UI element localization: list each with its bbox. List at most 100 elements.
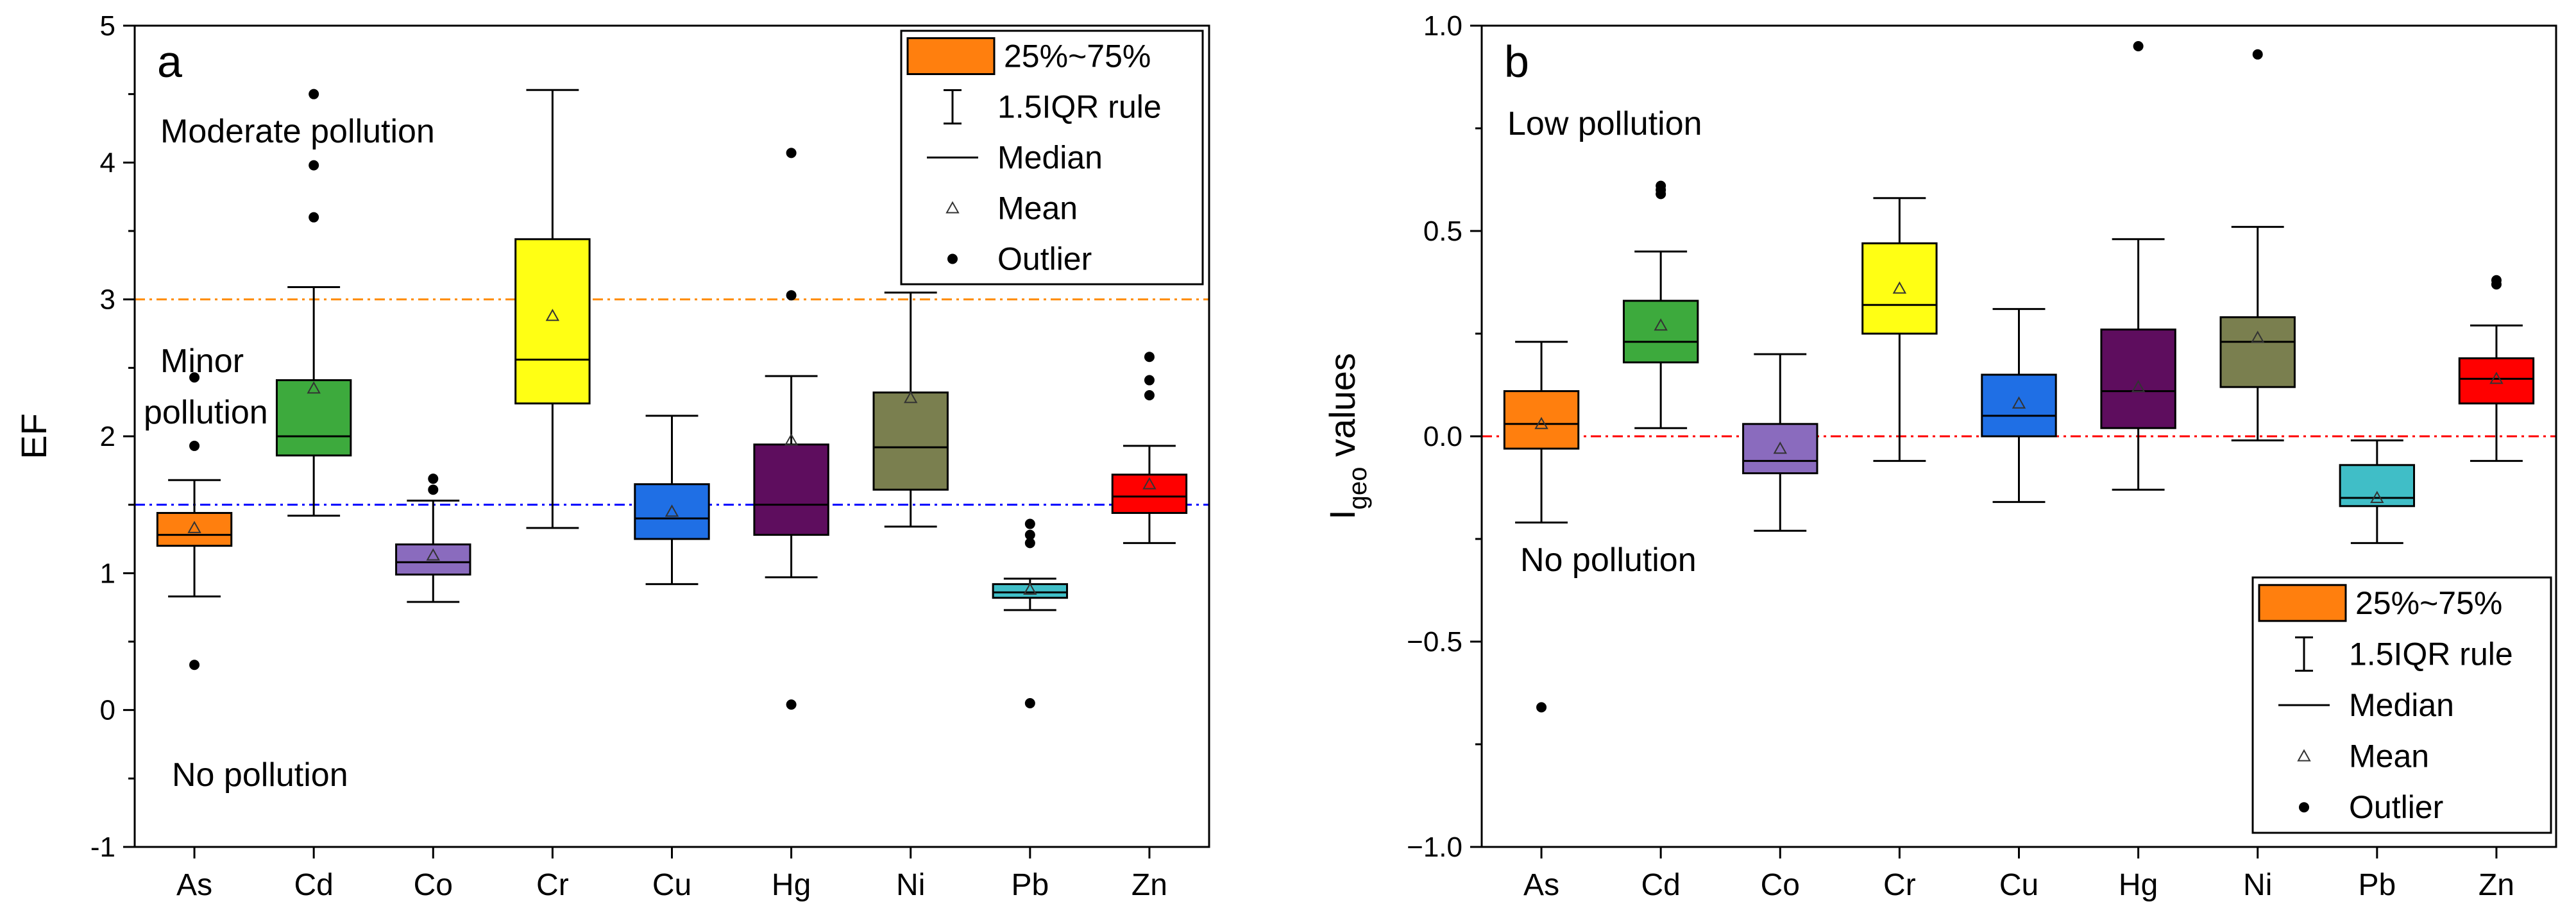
y-tick-label: 1.0	[1423, 10, 1462, 42]
panel-b-legend: 25%~75% 1.5IQR rule Median Mean Outlier	[2251, 576, 2552, 834]
mean-marker	[904, 391, 918, 404]
outlier-point	[2491, 275, 2502, 286]
x-category-label: Co	[414, 868, 453, 902]
box-Hg	[753, 148, 829, 710]
iqr-box	[634, 483, 710, 540]
y-tick-label: -1	[90, 832, 115, 863]
outlier-point	[309, 212, 319, 223]
x-category-label: As	[176, 868, 212, 902]
box-Zn	[2458, 275, 2535, 462]
outlier-point	[786, 290, 797, 301]
mean-marker	[1892, 281, 1907, 294]
outlier-point	[786, 699, 797, 710]
mean-marker	[2370, 490, 2384, 503]
panel-a-y-axis-label: EF	[13, 413, 54, 459]
panel-a-plot-area	[135, 89, 1209, 710]
y-tick-label: 0.5	[1423, 216, 1462, 247]
panel-b: −1.0 −0.5 0.0 0.5 1.0 As Cd Co Cr Cu Hg Ni Pb Zn b Ig…	[1322, 10, 2557, 902]
iqr-box	[514, 238, 591, 405]
legend-entry-label: Mean	[997, 191, 1078, 226]
x-category-label: Zn	[2479, 868, 2514, 902]
x-category-label: Co	[1761, 868, 1800, 902]
legend-entry-label: Median	[2349, 687, 2454, 723]
box-Cr	[1861, 197, 1938, 462]
box-Co	[395, 474, 471, 603]
legend-entry-label: Mean	[2349, 738, 2429, 774]
outlier-point	[786, 148, 797, 158]
mean-marker	[545, 309, 560, 321]
panel-b-label: b	[1504, 37, 1529, 87]
iqr-box	[753, 443, 829, 536]
mean-marker	[1654, 318, 1668, 331]
box-Hg	[2100, 41, 2176, 491]
mean-marker	[187, 520, 201, 533]
annotation-pollution: pollution	[144, 394, 268, 431]
mean-marker	[1023, 582, 1037, 595]
annotation-minor: Minor	[160, 343, 244, 380]
iqr-box	[275, 379, 352, 457]
iqr-box	[1742, 423, 1818, 475]
outlier-point	[1144, 375, 1155, 386]
annotation-moderate-pollution: Moderate pollution	[160, 113, 435, 150]
box-Cd	[1622, 180, 1699, 429]
legend-entry-label: Outlier	[2349, 789, 2443, 825]
mean-marker	[2012, 396, 2026, 409]
x-category-label: Cd	[1641, 868, 1680, 902]
panel-b-axis-ticks: −1.0 −0.5 0.0 0.5 1.0 As Cd Co Cr Cu Hg Ni Pb Zn	[1407, 10, 2514, 902]
y-tick-label: 2	[100, 421, 115, 452]
outlier-point	[1024, 698, 1035, 708]
y-tick-label: 1	[100, 558, 115, 589]
y-tick-label: 0	[100, 695, 115, 726]
box-As	[1503, 341, 1580, 713]
y-tick-label: 5	[100, 10, 115, 42]
mean-marker	[665, 504, 679, 517]
iqr-box	[2219, 316, 2296, 388]
box-Co	[1742, 353, 1818, 532]
outlier-point	[428, 474, 439, 484]
legend-entry-label: 1.5IQR rule	[997, 89, 1162, 125]
box-Zn	[1111, 352, 1188, 544]
x-category-label: Zn	[1131, 868, 1167, 902]
outlier-point	[189, 372, 200, 383]
outlier-point	[2252, 49, 2263, 60]
outlier-point	[309, 160, 319, 171]
box-Pb	[992, 518, 1069, 708]
annotation-no-pollution: No pollution	[172, 756, 348, 794]
annotation-no-pollution-b: No pollution	[1520, 542, 1697, 579]
iqr-box	[1111, 474, 1188, 514]
panel-b-frame	[1480, 24, 2557, 848]
legend-swatch-box	[2258, 584, 2347, 622]
legend-outlier-marker	[2299, 802, 2309, 813]
x-category-label: Cd	[294, 868, 333, 902]
panel-a: -1 0 1 2 3 4 5 As Cd Co Cr Cu Hg Ni Pb Zn a EF Moderate…	[13, 10, 1210, 902]
y-tick-label: −1.0	[1407, 832, 1462, 863]
mean-marker	[2131, 380, 2146, 393]
annotation-low-pollution: Low pollution	[1507, 105, 1702, 142]
legend-entry-label: 25%~75%	[1004, 38, 1151, 74]
mean-marker	[784, 433, 799, 446]
legend-entry-label: 1.5IQR rule	[2349, 636, 2513, 672]
legend-entry-label: Median	[997, 140, 1103, 176]
mean-marker	[307, 381, 321, 394]
box-Pb	[2339, 439, 2416, 544]
panel-b-y-axis-label: Igeo values	[1322, 353, 1372, 520]
outlier-point	[1144, 352, 1155, 363]
mean-marker	[1773, 441, 1787, 454]
x-category-label: Pb	[1011, 868, 1049, 902]
mean-marker	[2489, 371, 2504, 384]
box-Cu	[634, 414, 710, 585]
legend-swatch-box	[906, 37, 996, 75]
iqr-box	[156, 511, 233, 547]
outlier-point	[1024, 538, 1035, 549]
iqr-box	[1861, 242, 1938, 335]
outlier-point	[1024, 518, 1035, 529]
legend-mean-marker	[945, 201, 960, 214]
outlier-point	[2133, 41, 2144, 51]
panel-a-legend: 25%~75% 1.5IQR rule Median Mean Outlier	[900, 30, 1204, 286]
y-tick-label: 3	[100, 284, 115, 316]
outlier-point	[1144, 390, 1155, 400]
iqr-box	[1503, 390, 1580, 450]
outlier-point	[1536, 702, 1547, 713]
legend-outlier-marker	[947, 253, 958, 264]
